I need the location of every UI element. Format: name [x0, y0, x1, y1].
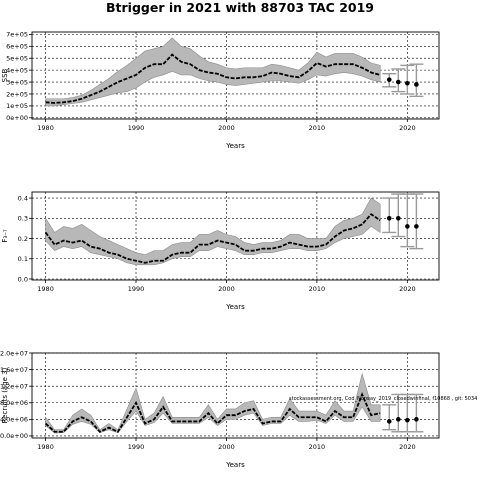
forecast-point: [414, 417, 419, 422]
fbar-confidence-band: [45, 197, 381, 266]
ssb-x-axis-label: Years: [225, 142, 245, 150]
y-tick-label: 0.3: [18, 215, 28, 223]
recruitment-confidence-band: [45, 372, 381, 434]
forecast-point: [386, 215, 392, 221]
figure-title: Btrigger in 2021 with 88703 TAC 2019: [106, 0, 374, 15]
ssb-y-axis-label: SSB: [1, 68, 9, 82]
forecast-point: [396, 417, 401, 422]
forecast-point: [396, 79, 401, 85]
y-tick-label: 0e+00: [6, 114, 28, 122]
x-tick-label: 2020: [399, 124, 416, 132]
y-tick-label: 0.2: [18, 235, 28, 243]
ssb-panel: 1980 1990 2000 2010 2020 0e+00 1e+05 2e+05 3e+05…: [1, 31, 440, 150]
x-tick-label: 1990: [128, 285, 145, 293]
x-tick-label: 1990: [128, 443, 145, 451]
x-tick-label: 1980: [37, 285, 54, 293]
fbar-x-axis-label: Years: [225, 303, 245, 311]
x-tick-label: 2010: [309, 124, 326, 132]
x-tick-label: 2020: [399, 443, 416, 451]
x-tick-label: 1980: [37, 124, 54, 132]
y-tick-label: 1.6e+07: [0, 366, 28, 374]
fbar-axes-frame: [31, 191, 440, 281]
recruitment-y-axis-label: Recruits (age 3): [1, 367, 9, 423]
forecast-point: [386, 77, 392, 82]
recruitment-axes-frame: [31, 352, 440, 439]
fbar-estimate-line: [44, 213, 381, 264]
y-tick-label: 7e+05: [6, 31, 28, 39]
forecast-point: [396, 215, 401, 221]
x-tick-label: 2010: [309, 285, 326, 293]
y-tick-label: 2.0e+07: [0, 349, 28, 357]
y-tick-label: 0.1: [18, 255, 28, 263]
y-tick-label: 0.0e+00: [0, 432, 28, 440]
x-tick-label: 2020: [399, 285, 416, 293]
x-tick-label: 2000: [218, 443, 235, 451]
y-tick-label: 3e+05: [6, 78, 28, 86]
x-tick-label: 2000: [218, 124, 235, 132]
ssb-confidence-band: [45, 37, 381, 107]
recruitment-estimate-line: [44, 392, 381, 433]
y-tick-label: 5e+05: [6, 55, 28, 63]
y-tick-label: 1.2e+07: [0, 382, 28, 390]
ssb-axes-frame: [31, 31, 440, 120]
x-tick-label: 1990: [128, 124, 145, 132]
ssb-estimate-line: [45, 53, 381, 104]
forecast-point: [414, 82, 419, 87]
recruitment-panel: 1980 1990 2000 2010 2020 0.0e+00 4.0e+06 8.0e+0…: [0, 349, 440, 469]
forecast-point: [414, 224, 419, 229]
forecast-point: [405, 224, 410, 229]
y-tick-label: 6e+05: [6, 43, 28, 51]
y-tick-label: 0.0: [18, 275, 28, 283]
forecast-point: [405, 417, 410, 423]
x-tick-label: 2000: [218, 285, 235, 293]
fbar-panel: 1980 1990 2000 2010 2020 0.0 0.1 0.2 0.3 0.4 Years…: [1, 191, 440, 311]
y-tick-label: 0.4: [18, 194, 28, 202]
forecast-point: [386, 419, 392, 424]
x-tick-label: 2010: [309, 443, 326, 451]
stockassessment-annotation: stockassessment.org, Cod_Norway_2019_clo…: [289, 396, 477, 402]
y-tick-label: 4.0e+06: [0, 416, 28, 424]
x-tick-label: 1980: [37, 443, 54, 451]
y-tick-label: 1e+05: [6, 102, 28, 110]
y-tick-label: 4e+05: [6, 66, 28, 74]
recruitment-x-axis-label: Years: [225, 461, 245, 469]
forecast-point: [405, 80, 410, 86]
y-tick-label: 8.0e+06: [0, 399, 28, 407]
fbar-y-axis-label: F₃₋₇: [1, 229, 9, 243]
y-tick-label: 2e+05: [6, 90, 28, 98]
